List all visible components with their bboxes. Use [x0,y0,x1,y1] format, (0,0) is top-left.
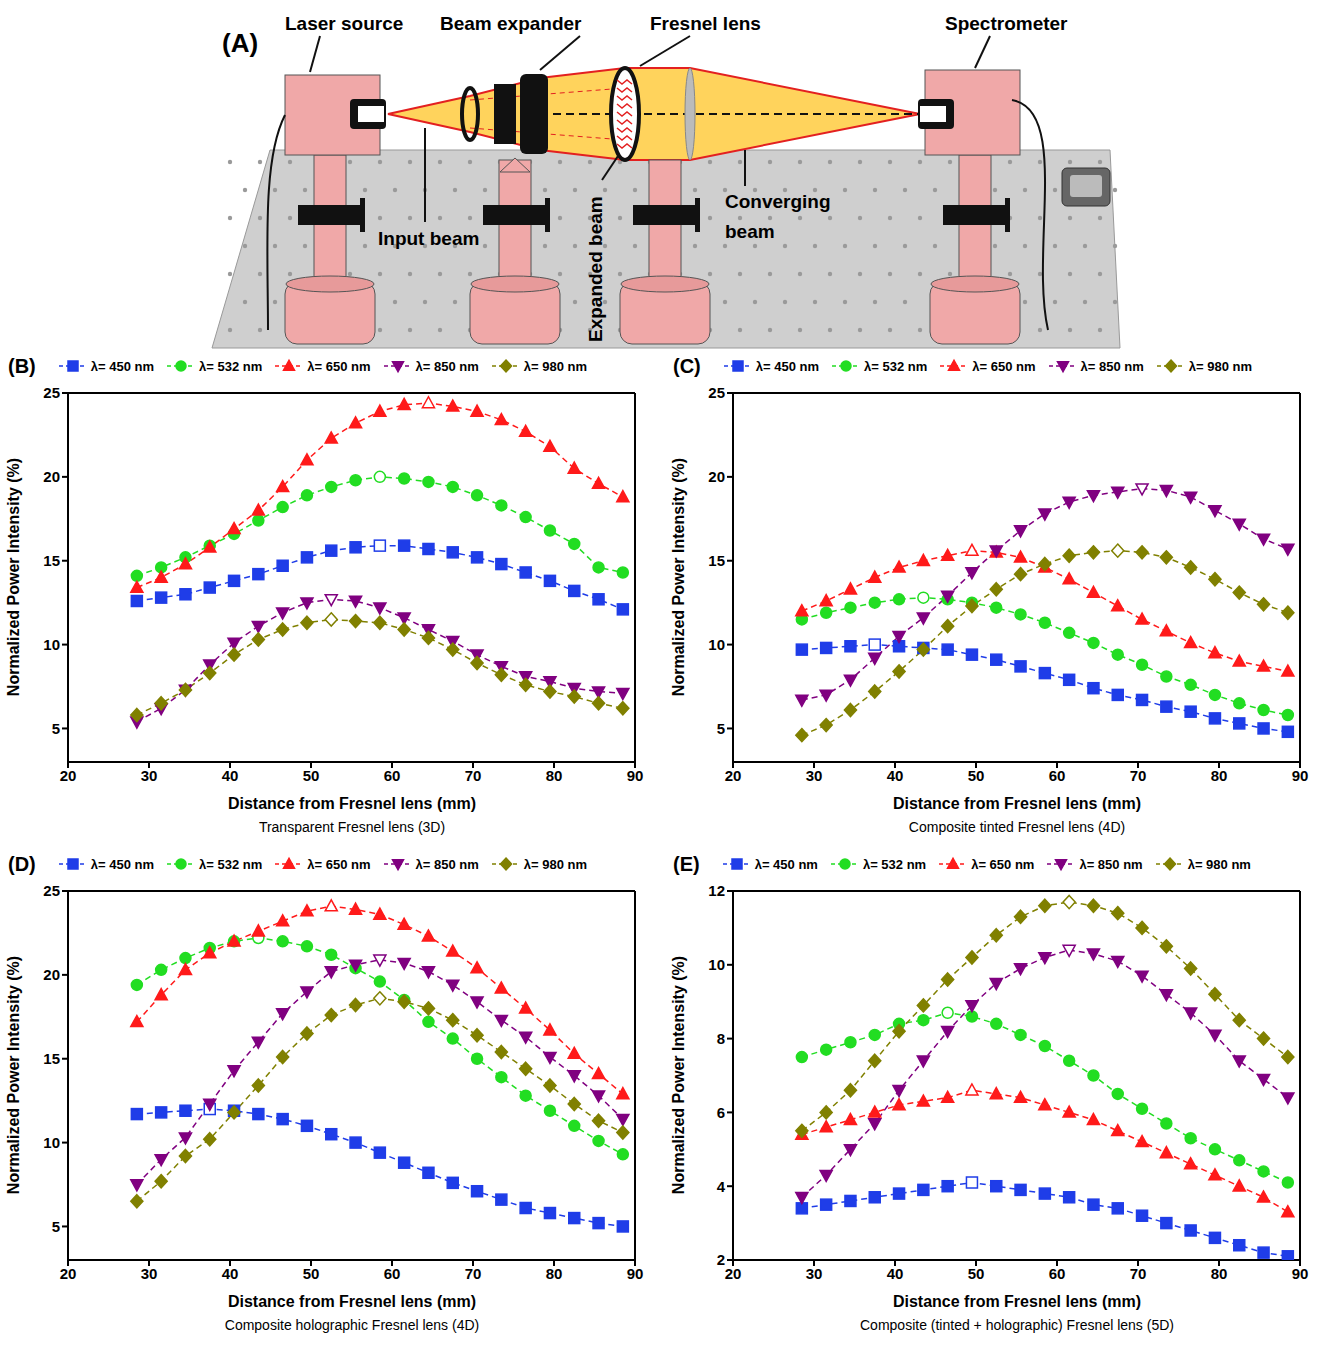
svg-text:Converging: Converging [725,191,831,212]
svg-text:50: 50 [968,1265,985,1282]
svg-text:5: 5 [717,720,725,737]
svg-text:30: 30 [806,767,823,784]
svg-text:40: 40 [222,1265,239,1282]
svg-text:Beam expander: Beam expander [440,13,582,34]
svg-text:Spectrometer: Spectrometer [945,13,1068,34]
svg-text:70: 70 [465,1265,482,1282]
html-text:λ= 650 nm: λ= 650 nm [307,358,371,374]
svg-text:50: 50 [968,767,985,784]
svg-text:40: 40 [222,767,239,784]
html-text:Composite holographic Fresnel: Composite holographic Fresnel lens (4D) [224,1317,480,1333]
svg-text:90: 90 [1292,1265,1309,1282]
svg-text:25: 25 [43,384,60,401]
svg-text:Laser source: Laser source [285,13,403,34]
svg-text:4: 4 [717,1178,726,1195]
html-text:(E): (E) [673,852,700,875]
svg-text:20: 20 [60,767,77,784]
svg-text:15: 15 [43,552,60,569]
svg-text:60: 60 [1049,767,1066,784]
svg-text:40: 40 [887,1265,904,1282]
svg-text:50: 50 [303,1265,320,1282]
html-text:λ= 450 nm: λ= 450 nm [754,856,818,872]
html-text:λ= 850 nm: λ= 850 nm [1080,358,1144,374]
svg-text:(A): (A) [222,28,258,58]
svg-text:5: 5 [52,1218,60,1235]
svg-text:25: 25 [708,384,725,401]
html-text:λ= 650 nm: λ= 650 nm [971,856,1035,872]
html-text:λ= 980 nm: λ= 980 nm [523,358,587,374]
html-text:λ= 532 nm: λ= 532 nm [199,856,263,872]
svg-text:30: 30 [141,1265,158,1282]
html-text:λ= 850 nm: λ= 850 nm [415,856,479,872]
html-text:λ= 850 nm: λ= 850 nm [415,358,479,374]
svg-text:30: 30 [806,1265,823,1282]
html-text:Transparent Fresnel lens (3D): Transparent Fresnel lens (3D) [258,819,446,835]
svg-text:20: 20 [725,1265,742,1282]
html-text:λ= 980 nm: λ= 980 nm [1187,856,1251,872]
svg-text:70: 70 [465,767,482,784]
svg-text:60: 60 [384,767,401,784]
svg-text:80: 80 [1211,767,1228,784]
html-text:(D): (D) [8,852,36,875]
svg-text:90: 90 [627,767,644,784]
svg-text:20: 20 [43,468,60,485]
html-text:Composite (tinted + holographi: Composite (tinted + holographic) Fresnel… [860,1317,1174,1333]
svg-text:15: 15 [708,552,725,569]
svg-text:60: 60 [1049,1265,1066,1282]
html-text:Normalized Power Intensity (%): Normalized Power Intensity (%) [5,457,22,697]
html-text:λ= 650 nm: λ= 650 nm [972,358,1036,374]
html-text:λ= 532 nm: λ= 532 nm [862,856,927,872]
html-text:(C): (C) [673,354,701,377]
svg-text:80: 80 [1211,1265,1228,1282]
svg-text:40: 40 [887,767,904,784]
html-text:λ= 532 nm: λ= 532 nm [864,358,928,374]
svg-text:5: 5 [52,720,60,737]
svg-text:Fresnel lens: Fresnel lens [650,13,761,34]
html-text:λ= 450 nm: λ= 450 nm [90,856,154,872]
html-text:(B): (B) [8,354,36,377]
svg-text:20: 20 [725,767,742,784]
html-text:Distance from Fresnel lens (mm: Distance from Fresnel lens (mm) [893,1293,1141,1310]
html-text:λ= 850 nm: λ= 850 nm [1079,856,1143,872]
html-text:Distance from Fresnel lens (mm: Distance from Fresnel lens (mm) [228,1293,476,1310]
svg-text:10: 10 [43,1134,60,1151]
svg-text:10: 10 [708,636,725,653]
svg-text:6: 6 [717,1104,725,1121]
html-text:Normalized Power Intensity (%): Normalized Power Intensity (%) [670,457,687,697]
svg-text:70: 70 [1130,767,1147,784]
svg-text:50: 50 [303,767,320,784]
html-text:λ= 650 nm: λ= 650 nm [307,856,371,872]
svg-text:30: 30 [141,767,158,784]
html-text:λ= 450 nm: λ= 450 nm [755,358,819,374]
svg-text:10: 10 [708,956,725,973]
svg-text:Expanded beam: Expanded beam [585,196,606,342]
html-text:λ= 532 nm: λ= 532 nm [199,358,263,374]
svg-text:60: 60 [384,1265,401,1282]
svg-text:20: 20 [708,468,725,485]
svg-text:2: 2 [717,1251,725,1268]
html-text:Distance from Fresnel lens (mm: Distance from Fresnel lens (mm) [228,795,476,812]
svg-text:20: 20 [60,1265,77,1282]
svg-text:15: 15 [43,1050,60,1067]
svg-text:90: 90 [1292,767,1309,784]
html-text:Composite tinted Fresnel lens: Composite tinted Fresnel lens (4D) [908,819,1126,835]
html-text:λ= 980 nm: λ= 980 nm [523,856,587,872]
html-text:λ= 450 nm: λ= 450 nm [90,358,154,374]
svg-text:90: 90 [627,1265,644,1282]
svg-text:10: 10 [43,636,60,653]
html-text:Distance from Fresnel lens (mm: Distance from Fresnel lens (mm) [893,795,1141,812]
svg-text:80: 80 [546,1265,563,1282]
svg-text:8: 8 [717,1030,725,1047]
html-text:Normalized Power Intensity (%): Normalized Power Intensity (%) [5,955,22,1195]
html-text:Normalized Power Intensity (%): Normalized Power Intensity (%) [670,955,687,1195]
svg-text:20: 20 [43,966,60,983]
svg-text:70: 70 [1130,1265,1147,1282]
svg-text:25: 25 [43,882,60,899]
html-text:λ= 980 nm: λ= 980 nm [1188,358,1252,374]
svg-text:12: 12 [708,882,725,899]
svg-text:Input beam: Input beam [378,228,479,249]
svg-text:beam: beam [725,221,775,242]
svg-text:80: 80 [546,767,563,784]
